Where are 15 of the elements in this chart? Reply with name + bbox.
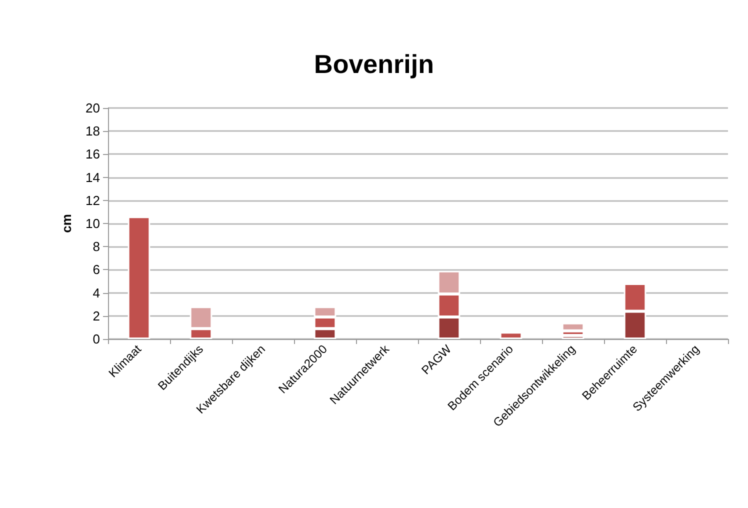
y-axis-title: cm xyxy=(59,214,74,233)
y-tick-label: 0 xyxy=(92,332,100,346)
y-tick-label: 4 xyxy=(92,285,100,300)
chart-title: Bovenrijn xyxy=(314,49,434,79)
bar xyxy=(500,332,522,339)
bar xyxy=(128,216,150,339)
y-tick-label: 16 xyxy=(86,146,100,162)
y-tick-label: 6 xyxy=(92,262,100,278)
y-tick-label: 14 xyxy=(86,170,100,185)
y-tick-label: 12 xyxy=(86,192,100,208)
y-tick-label: 18 xyxy=(86,124,100,139)
y-tick-label: 10 xyxy=(86,216,100,231)
y-tick-label: 2 xyxy=(92,308,100,324)
y-tick-label: 20 xyxy=(86,100,100,116)
y-tick-label: 8 xyxy=(92,239,100,254)
